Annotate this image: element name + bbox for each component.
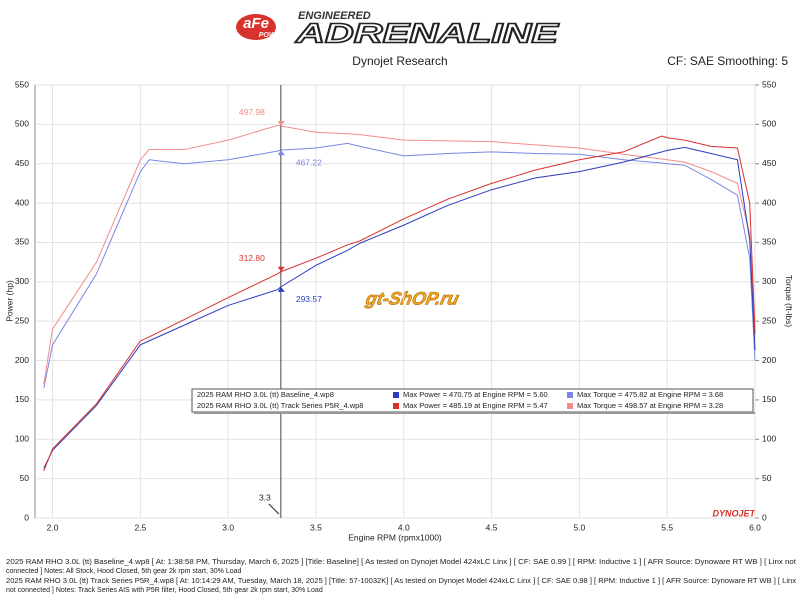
y-tick-label: 100 [15,434,29,444]
y2-tick-label: 450 [762,158,776,168]
y2-tick-label: 150 [762,394,776,404]
legend-max-torque: Max Torque = 498.57 at Engine RPM = 3.28 [577,401,723,410]
y-tick-label: 200 [15,355,29,365]
x-tick-label: 6.0 [749,522,761,532]
footnote: not connected ] Notes: Track Series AIS … [6,587,323,594]
chart-subtitle: CF: SAE Smoothing: 5 [667,54,788,68]
plot-area [34,84,756,519]
legend-max-power: Max Power = 470.75 at Engine RPM = 5.60 [403,390,548,399]
chart-title: Dynojet Research [352,54,447,68]
legend-swatch [567,403,573,409]
y-tick-label: 550 [15,79,29,89]
x-tick-label: 5.5 [661,522,673,532]
x-tick-label: 3.0 [222,522,234,532]
tagline: ENGINEERED [298,10,371,22]
y-tick-label: 150 [15,394,29,404]
legend-swatch [567,392,573,398]
legend-swatch [393,392,399,398]
footnote: connected ] Notes: All Stock, Hood Close… [6,568,242,575]
annotation-marker [277,286,285,292]
y2-tick-label: 200 [762,355,776,365]
x-tick-label: 5.0 [573,522,585,532]
legend-swatch [393,403,399,409]
series-line [43,135,756,471]
y-tick-label: 300 [15,276,29,286]
dynojet-logo: DYNOJET [712,508,756,518]
y2-tick-label: 100 [762,434,776,444]
header-title: ADRENALINE [295,17,560,48]
y-tick-label: 0 [24,512,29,522]
annotation-marker [277,150,285,156]
annotation-label: 293.57 [296,294,322,304]
y-tick-label: 50 [20,473,30,483]
y-tick-label: 500 [15,119,29,129]
y2-tick-label: 250 [762,315,776,325]
footnote: 2025 RAM RHO 3.0L (tt) Baseline_4.wp8 [ … [6,559,796,566]
y-tick-label: 350 [15,237,29,247]
x-tick-label: 4.5 [486,522,498,532]
brand: aFe [243,15,269,32]
legend-run: 2025 RAM RHO 3.0L (tt) Baseline_4.wp8 [197,390,334,399]
series-line [43,146,756,469]
annotation-label: 312.80 [239,253,265,263]
brand-badge [236,14,276,40]
x-tick-label: 2.5 [134,522,146,532]
y2-tick-label: 300 [762,276,776,286]
y-tick-label: 450 [15,158,29,168]
brand-sub: POWER [259,32,285,39]
series-line [43,142,756,389]
y-tick-label: 250 [15,315,29,325]
y-tick-label: 400 [15,197,29,207]
y2-tick-label: 500 [762,119,776,129]
legend-shadow [194,412,755,414]
legend-max-power: Max Power = 485.19 at Engine RPM = 5.47 [403,401,548,410]
y2-tick-label: 50 [762,473,772,483]
y2-tick-label: 350 [762,237,776,247]
annotation-marker [277,266,285,272]
cursor-label: 3.3 [259,492,271,502]
cursor-arrow [268,503,280,515]
legend-run: 2025 RAM RHO 3.0L (tt) Track Series P5R_… [197,401,363,410]
x-tick-label: 2.0 [47,522,59,532]
legend-max-torque: Max Torque = 475.82 at Engine RPM = 3.68 [577,390,723,399]
annotation-label: 467.22 [296,157,322,167]
x-tick-label: 3.5 [310,522,322,532]
y2-axis-label: Torque (ft-lbs) [784,275,794,328]
watermark: gt-ShOP.ru [363,289,461,309]
series-line [43,124,756,385]
y2-tick-label: 0 [762,512,767,522]
annotation-label: 497.98 [239,107,265,117]
y-axis-label: Power (hp) [4,280,14,322]
x-axis-label: Engine RPM (rpmx1000) [348,532,442,542]
annotation-marker [277,120,285,126]
y2-tick-label: 550 [762,79,776,89]
y2-tick-label: 400 [762,197,776,207]
x-tick-label: 4.0 [398,522,410,532]
footnote: 2025 RAM RHO 3.0L (tt) Track Series P5R_… [6,578,797,585]
